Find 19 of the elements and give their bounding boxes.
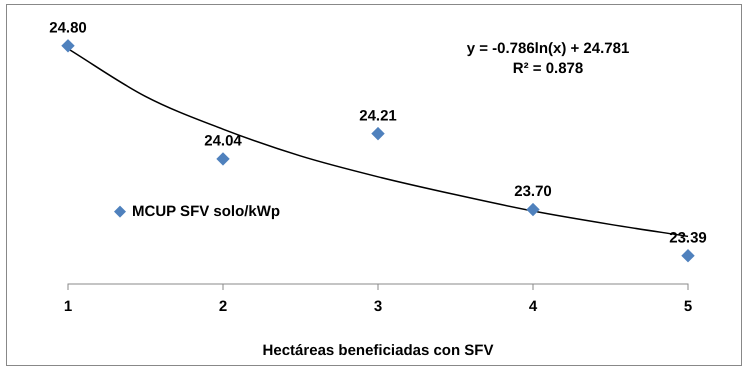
x-tick-label: 2 bbox=[218, 298, 228, 316]
x-axis-title: Hectáreas beneficiadas con SFV bbox=[262, 342, 494, 360]
point bbox=[682, 249, 694, 262]
x-tick-label: 4 bbox=[528, 298, 538, 316]
point bbox=[62, 39, 74, 52]
x-tick-label: 1 bbox=[64, 298, 72, 316]
annotation: R² = 0.878 bbox=[512, 60, 584, 78]
x-tick-label: 3 bbox=[374, 298, 382, 316]
annotation: y = -0.786ln(x) + 24.781 bbox=[466, 40, 630, 58]
point bbox=[372, 127, 384, 140]
data-label: 24.80 bbox=[49, 19, 87, 36]
point bbox=[216, 152, 230, 166]
data-label: 23.39 bbox=[669, 229, 707, 246]
data-label: 23.70 bbox=[514, 183, 552, 200]
data-label: 24.21 bbox=[359, 107, 397, 124]
point bbox=[526, 203, 540, 216]
data-label: 24.04 bbox=[204, 132, 242, 150]
legend-label: MCUP SFV solo/kWp bbox=[132, 202, 280, 220]
x-tick-label: 5 bbox=[684, 298, 692, 316]
